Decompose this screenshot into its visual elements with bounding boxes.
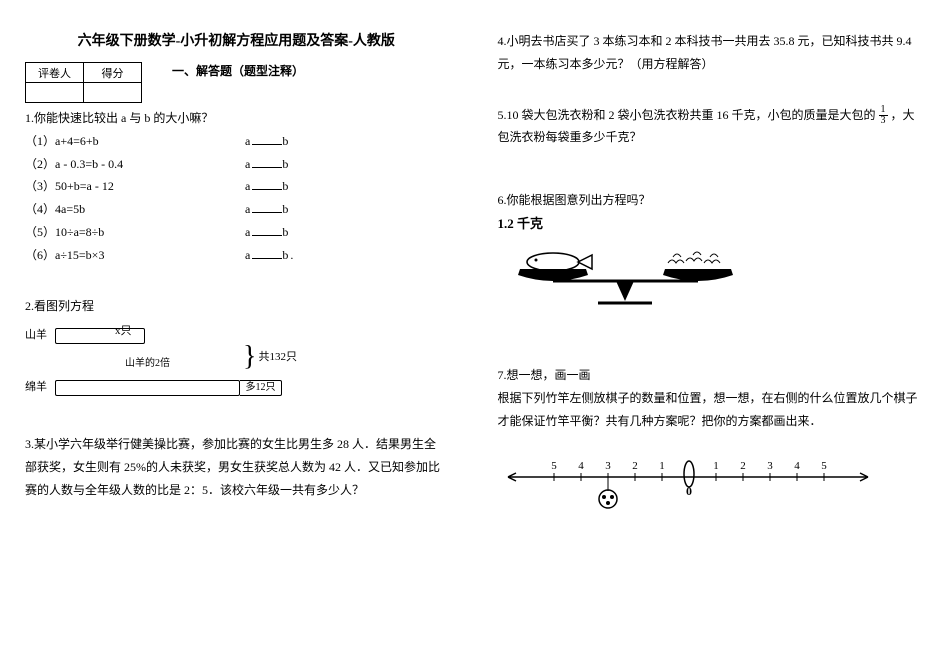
q1-rel-6: ab.	[245, 244, 385, 267]
svg-text:0: 0	[686, 484, 692, 498]
q2-goat-label: 绵羊	[25, 377, 55, 398]
left-column: 六年级下册数学-小升初解方程应用题及答案-人教版 评卷人 得分 一、解答题（题型…	[0, 0, 473, 670]
q5-text: 5.10 袋大包洗衣粉和 2 袋小包洗衣粉共重 16 千克，小包的质量是大包的 …	[498, 104, 921, 150]
svg-text:2: 2	[740, 460, 746, 472]
question-6: 6.你能根据图意列出方程吗？ 1.2 千克	[498, 189, 921, 324]
q7-text: 根据下列竹竿左侧放棋子的数量和位置，想一想，在右侧的什么位置放几个棋子才能保证竹…	[498, 387, 921, 433]
q5-fraction: 13	[879, 105, 888, 126]
q2-sheep-label: 山羊	[25, 325, 55, 346]
right-column: 4.小明去书店买了 3 本练习本和 2 本科技书一共用去 35.8 元，已知科技…	[473, 0, 945, 670]
q3-text: 3.某小学六年级举行健美操比赛，参加比赛的女生比男生多 28 人．结果男生全部获…	[25, 433, 448, 501]
question-3: 3.某小学六年级举行健美操比赛，参加比赛的女生比男生多 28 人．结果男生全部获…	[25, 433, 448, 501]
question-1: 1.你能快速比较出 a 与 b 的大小嘛？ （1）a+4=6+bab （2）a …	[25, 107, 448, 267]
svg-text:4: 4	[578, 460, 584, 472]
svg-text:4: 4	[794, 460, 800, 472]
q1-rel-2: ab	[245, 153, 385, 176]
score-cell-empty2	[84, 83, 142, 103]
svg-text:5: 5	[551, 460, 557, 472]
svg-text:2: 2	[632, 460, 638, 472]
q1-stem: 1.你能快速比较出 a 与 b 的大小嘛？	[25, 107, 448, 130]
q1-eq-6: （6）a÷15=b×3	[25, 244, 245, 267]
q1-rel-4: ab	[245, 198, 385, 221]
q1-rel-3: ab	[245, 175, 385, 198]
question-4: 4.小明去书店买了 3 本练习本和 2 本科技书一共用去 35.8 元，已知科技…	[498, 30, 921, 76]
q5-pre: 5.10 袋大包洗衣粉和 2 袋小包洗衣粉共重 16 千克，小包的质量是大包的	[498, 108, 876, 122]
q1-eq-2: （2）a - 0.3=b - 0.4	[25, 153, 245, 176]
score-col-grader: 评卷人	[26, 63, 84, 83]
svg-text:3: 3	[605, 460, 611, 472]
svg-text:1: 1	[659, 460, 665, 472]
number-line-icon: 0 5 4 3 2 1 1 2 3 4 5	[498, 447, 878, 517]
q1-eq-4: （4）4a=5b	[25, 198, 245, 221]
q1-eq-3: （3）50+b=a - 12	[25, 175, 245, 198]
q7-stem: 7.想一想，画一画	[498, 364, 921, 387]
balance-scale-icon	[498, 247, 758, 317]
section-heading: 一、解答题（题型注释）	[172, 62, 304, 79]
score-col-score: 得分	[84, 63, 142, 83]
q1-rel-5: ab	[245, 221, 385, 244]
q6-stem: 6.你能根据图意列出方程吗？	[498, 189, 921, 212]
q6-weight: 1.2 千克	[498, 212, 921, 237]
q1-rel-1: ab	[245, 130, 385, 153]
q2-total-text: 共132只	[259, 347, 298, 368]
question-7: 7.想一想，画一画 根据下列竹竿左侧放棋子的数量和位置，想一想，在右侧的什么位置…	[498, 364, 921, 524]
q2-stem: 2.看图列方程	[25, 295, 448, 318]
svg-text:5: 5	[821, 460, 827, 472]
q2-extra-label: 多12只	[240, 380, 282, 396]
question-2: 2.看图列方程 x只 山羊 山羊的2倍 绵羊 多12只 }共132只	[25, 295, 448, 406]
question-5: 5.10 袋大包洗衣粉和 2 袋小包洗衣粉共重 16 千克，小包的质量是大包的 …	[498, 104, 921, 150]
q2-diagram: x只 山羊 山羊的2倍 绵羊 多12只 }共132只	[25, 325, 305, 405]
page: 六年级下册数学-小升初解方程应用题及答案-人教版 评卷人 得分 一、解答题（题型…	[0, 0, 945, 670]
q2-mid-label: 山羊的2倍	[55, 354, 240, 373]
q2-goat-bar	[55, 380, 240, 396]
q4-text: 4.小明去书店买了 3 本练习本和 2 本科技书一共用去 35.8 元，已知科技…	[498, 30, 921, 76]
q2-total: }共132只	[243, 343, 297, 371]
svg-text:1: 1	[713, 460, 719, 472]
q1-eq-5: （5）10÷a=8÷b	[25, 221, 245, 244]
q1-eq-1: （1）a+4=6+b	[25, 130, 245, 153]
q5-frac-den: 3	[879, 116, 888, 126]
svg-text:3: 3	[767, 460, 773, 472]
q2-sheep-bar	[55, 328, 145, 344]
page-title: 六年级下册数学-小升初解方程应用题及答案-人教版	[25, 30, 448, 50]
score-table: 评卷人 得分	[25, 62, 142, 103]
score-cell-empty1	[26, 83, 84, 103]
